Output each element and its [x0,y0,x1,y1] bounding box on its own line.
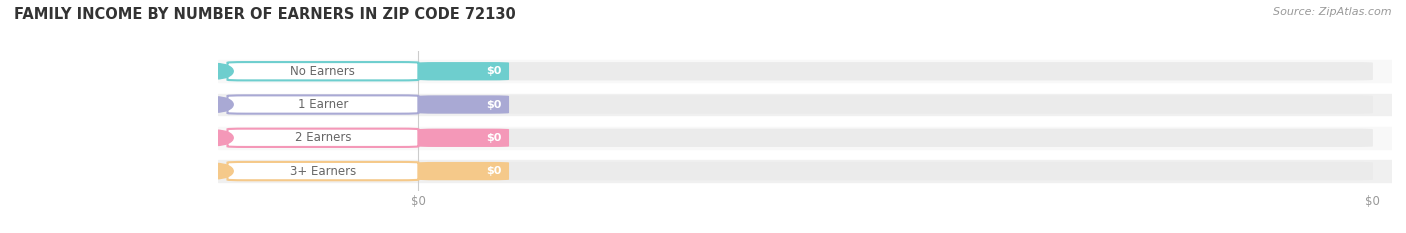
Bar [218,127,1392,149]
Bar [218,160,1392,182]
FancyBboxPatch shape [228,162,419,180]
Ellipse shape [198,130,233,145]
FancyBboxPatch shape [419,95,509,114]
FancyBboxPatch shape [419,162,1372,180]
Text: No Earners: No Earners [291,65,356,78]
Text: 2 Earners: 2 Earners [295,131,352,144]
Text: 1 Earner: 1 Earner [298,98,349,111]
Ellipse shape [198,163,233,179]
FancyBboxPatch shape [228,62,419,80]
FancyBboxPatch shape [419,62,509,80]
Bar [218,60,1392,82]
FancyBboxPatch shape [419,62,1372,80]
Text: $0: $0 [486,66,502,76]
Text: 3+ Earners: 3+ Earners [290,164,356,178]
FancyBboxPatch shape [419,162,509,180]
Text: $0: $0 [486,99,502,110]
FancyBboxPatch shape [419,95,1372,114]
FancyBboxPatch shape [419,129,509,147]
Text: $0: $0 [486,133,502,143]
Text: Source: ZipAtlas.com: Source: ZipAtlas.com [1274,7,1392,17]
Ellipse shape [198,64,233,79]
FancyBboxPatch shape [228,129,419,147]
FancyBboxPatch shape [419,129,1372,147]
FancyBboxPatch shape [228,95,419,114]
Bar [218,94,1392,115]
Ellipse shape [198,97,233,112]
Text: FAMILY INCOME BY NUMBER OF EARNERS IN ZIP CODE 72130: FAMILY INCOME BY NUMBER OF EARNERS IN ZI… [14,7,516,22]
Text: $0: $0 [486,166,502,176]
